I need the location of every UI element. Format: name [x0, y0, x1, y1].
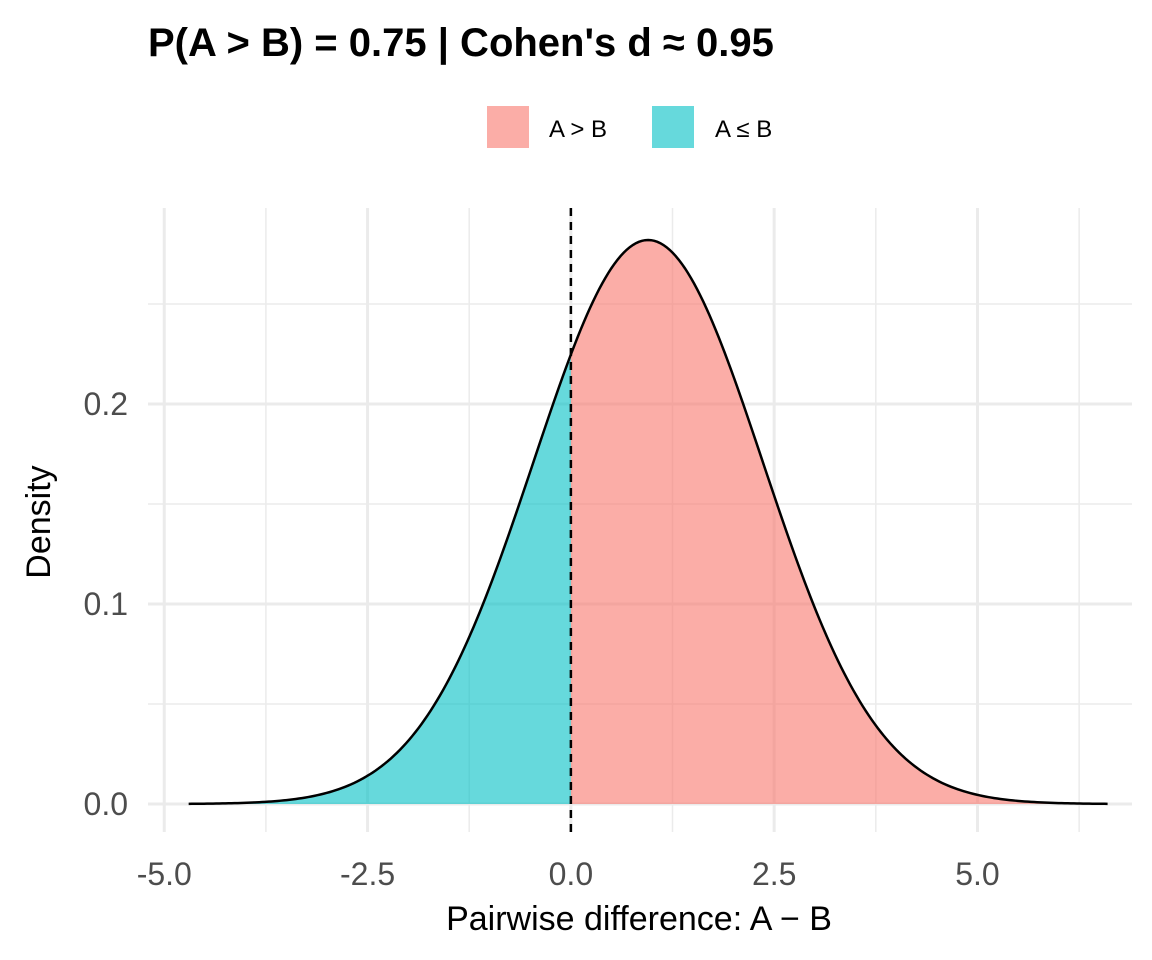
y-tick-label: 0.0	[84, 786, 128, 822]
legend-key-a-leq-b	[652, 106, 694, 148]
x-tick-labels: -5.0 -2.5 0.0 2.5 5.0	[137, 856, 1000, 892]
legend-label-a-greater-b: A > B	[549, 116, 607, 143]
x-tick-label: 0.0	[549, 856, 593, 892]
density-curve-layer	[188, 238, 1108, 806]
x-tick-label: -2.5	[340, 856, 395, 892]
legend-label-a-leq-b: A ≤ B	[715, 116, 772, 143]
legend-key-a-greater-b	[487, 106, 529, 148]
y-tick-labels: 0.0 0.1 0.2	[84, 386, 128, 822]
y-tick-label: 0.2	[84, 386, 128, 422]
area-a-leq-b	[188, 354, 571, 804]
y-tick-label: 0.1	[84, 586, 128, 622]
x-tick-label: -5.0	[137, 856, 192, 892]
legend: A > B A ≤ B	[487, 106, 772, 148]
density-areas	[188, 240, 1108, 804]
y-axis-title: Density	[20, 465, 58, 578]
chart-title: P(A > B) = 0.75 | Cohen's d ≈ 0.95	[148, 21, 774, 65]
x-tick-label: 2.5	[752, 856, 796, 892]
area-a-greater-b	[570, 240, 1108, 804]
x-tick-label: 5.0	[955, 856, 999, 892]
x-axis-title: Pairwise difference: A − B	[446, 900, 832, 938]
density-curve	[188, 238, 1108, 806]
